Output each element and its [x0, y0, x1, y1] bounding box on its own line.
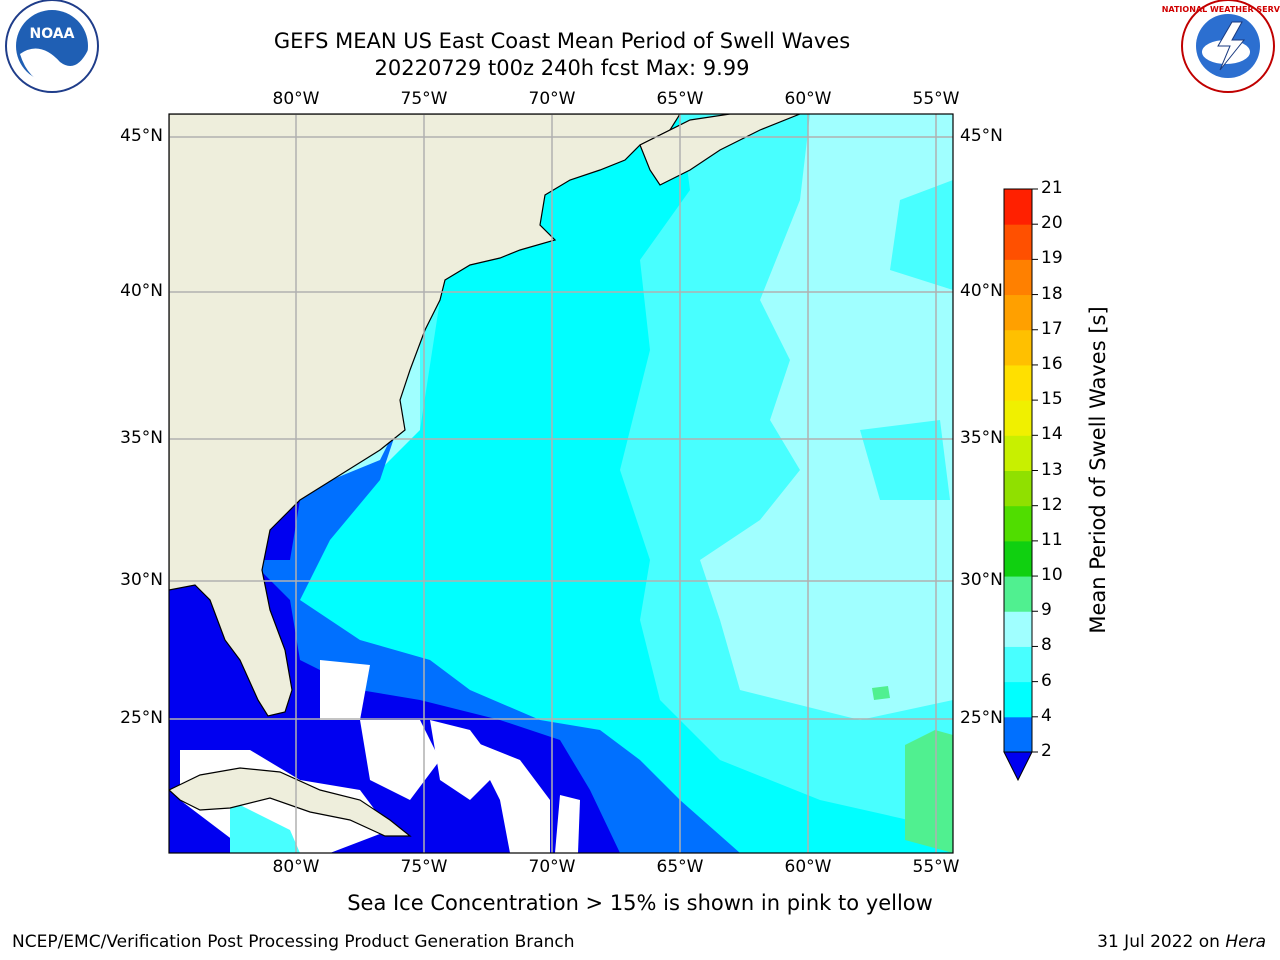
colorbar-segment — [1004, 294, 1032, 331]
lon-tick-top: 55°W — [912, 89, 960, 109]
colorbar-segment — [1004, 435, 1032, 471]
footer-host: Hera — [1225, 932, 1266, 952]
colorbar-tick-label: 12 — [1041, 494, 1063, 515]
colorbar-segment — [1004, 400, 1032, 436]
national-weather-service-logo: NATIONAL WEATHER SERVICE — [1162, 0, 1280, 93]
lat-tick-left: 45°N — [120, 126, 163, 146]
noaa-logo: NOAA — [5, 0, 99, 93]
sea-ice-note: Sea Ice Concentration > 15% is shown in … — [347, 891, 933, 915]
colorbar-tick-label: 19 — [1041, 248, 1063, 269]
lat-tick-right: 40°N — [960, 281, 1003, 301]
lat-tick-right: 25°N — [960, 708, 1003, 728]
lon-tick-top: 75°W — [400, 89, 448, 109]
chart-subtitle: 20220729 t00z 240h fcst Max: 9.99 — [374, 56, 750, 80]
colorbar-segment — [1004, 189, 1032, 225]
colorbar-segment — [1004, 364, 1032, 401]
swell-band-6-8-north — [890, 180, 953, 290]
lon-tick-bottom: 55°W — [912, 857, 960, 877]
lon-tick-top: 65°W — [656, 89, 704, 109]
colorbar-tick-label: 17 — [1041, 318, 1063, 339]
colorbar-tick-label: 8 — [1041, 635, 1052, 656]
colorbar-segment — [1004, 224, 1032, 260]
colorbar-segment — [1004, 540, 1032, 577]
lon-tick-bottom: 70°W — [528, 857, 576, 877]
colorbar-segment — [1004, 505, 1032, 542]
colorbar-tick-label: 6 — [1041, 670, 1052, 691]
caribbean-cyan — [230, 800, 300, 853]
colorbar-tick-label: 2 — [1041, 741, 1052, 761]
swell-band-9-10-southeast — [905, 730, 953, 853]
lat-tick-left: 30°N — [120, 570, 163, 590]
footer-date: 31 Jul 2022 on Hera — [1097, 932, 1266, 952]
colorbar-segment — [1004, 329, 1032, 366]
colorbar-tick-label: 20 — [1041, 213, 1063, 234]
colorbar-tick-label: 16 — [1041, 353, 1063, 374]
colorbar-segment — [1004, 576, 1032, 612]
lat-tick-right: 35°N — [960, 428, 1003, 448]
colorbar-tick-label: 18 — [1041, 283, 1063, 304]
swell-band-6-8-east — [860, 420, 950, 500]
map-plot-area — [169, 114, 953, 853]
lon-tick-bottom: 80°W — [272, 857, 320, 877]
colorbar-title: Mean Period of Swell Waves [s] — [1086, 306, 1110, 634]
chart-title: GEFS MEAN US East Coast Mean Period of S… — [273, 29, 851, 53]
colorbar-tick-label: 9 — [1041, 600, 1052, 621]
colorbar-segment — [1004, 259, 1032, 296]
lon-tick-top: 80°W — [272, 89, 320, 109]
lat-tick-left: 25°N — [120, 708, 163, 728]
colorbar-segment — [1004, 681, 1032, 718]
colorbar-tick-label: 15 — [1041, 389, 1063, 410]
colorbar-tick-label: 14 — [1041, 424, 1063, 445]
colorbar-tick-label: 11 — [1041, 529, 1063, 550]
colorbar-segment — [1004, 470, 1032, 507]
lat-tick-right: 45°N — [960, 126, 1003, 146]
noaa-logo-text: NOAA — [30, 26, 75, 42]
lat-tick-left: 35°N — [120, 428, 163, 448]
footer-credit: NCEP/EMC/Verification Post Processing Pr… — [12, 932, 575, 952]
cuba-land — [169, 767, 412, 837]
colorbar-segment — [1004, 716, 1032, 753]
lon-tick-top: 70°W — [528, 89, 576, 109]
map-graticule — [169, 114, 953, 853]
lon-tick-bottom: 60°W — [784, 857, 832, 877]
colorbar-tick-label: 21 — [1041, 178, 1063, 198]
colorbar-extend-min — [1003, 751, 1033, 782]
swell-band-9-10-patch — [872, 686, 890, 700]
lat-tick-right: 30°N — [960, 570, 1003, 590]
lon-tick-bottom: 75°W — [400, 857, 448, 877]
nws-logo-text: NATIONAL WEATHER SERVICE — [1162, 5, 1280, 14]
lon-tick-bottom: 65°W — [656, 857, 704, 877]
colorbar — [1003, 188, 1038, 782]
lat-tick-left: 40°N — [120, 281, 163, 301]
colorbar-tick-label: 4 — [1041, 705, 1052, 726]
colorbar-tick-label: 13 — [1041, 459, 1063, 480]
map-frame — [168, 113, 954, 854]
lon-tick-top: 60°W — [784, 89, 832, 109]
footer-date-text: 31 Jul 2022 on — [1097, 932, 1220, 952]
swell-band-4-6 — [280, 114, 953, 853]
colorbar-tick-label: 10 — [1041, 565, 1063, 586]
colorbar-segment — [1004, 611, 1032, 647]
colorbar-segment — [1004, 646, 1032, 683]
